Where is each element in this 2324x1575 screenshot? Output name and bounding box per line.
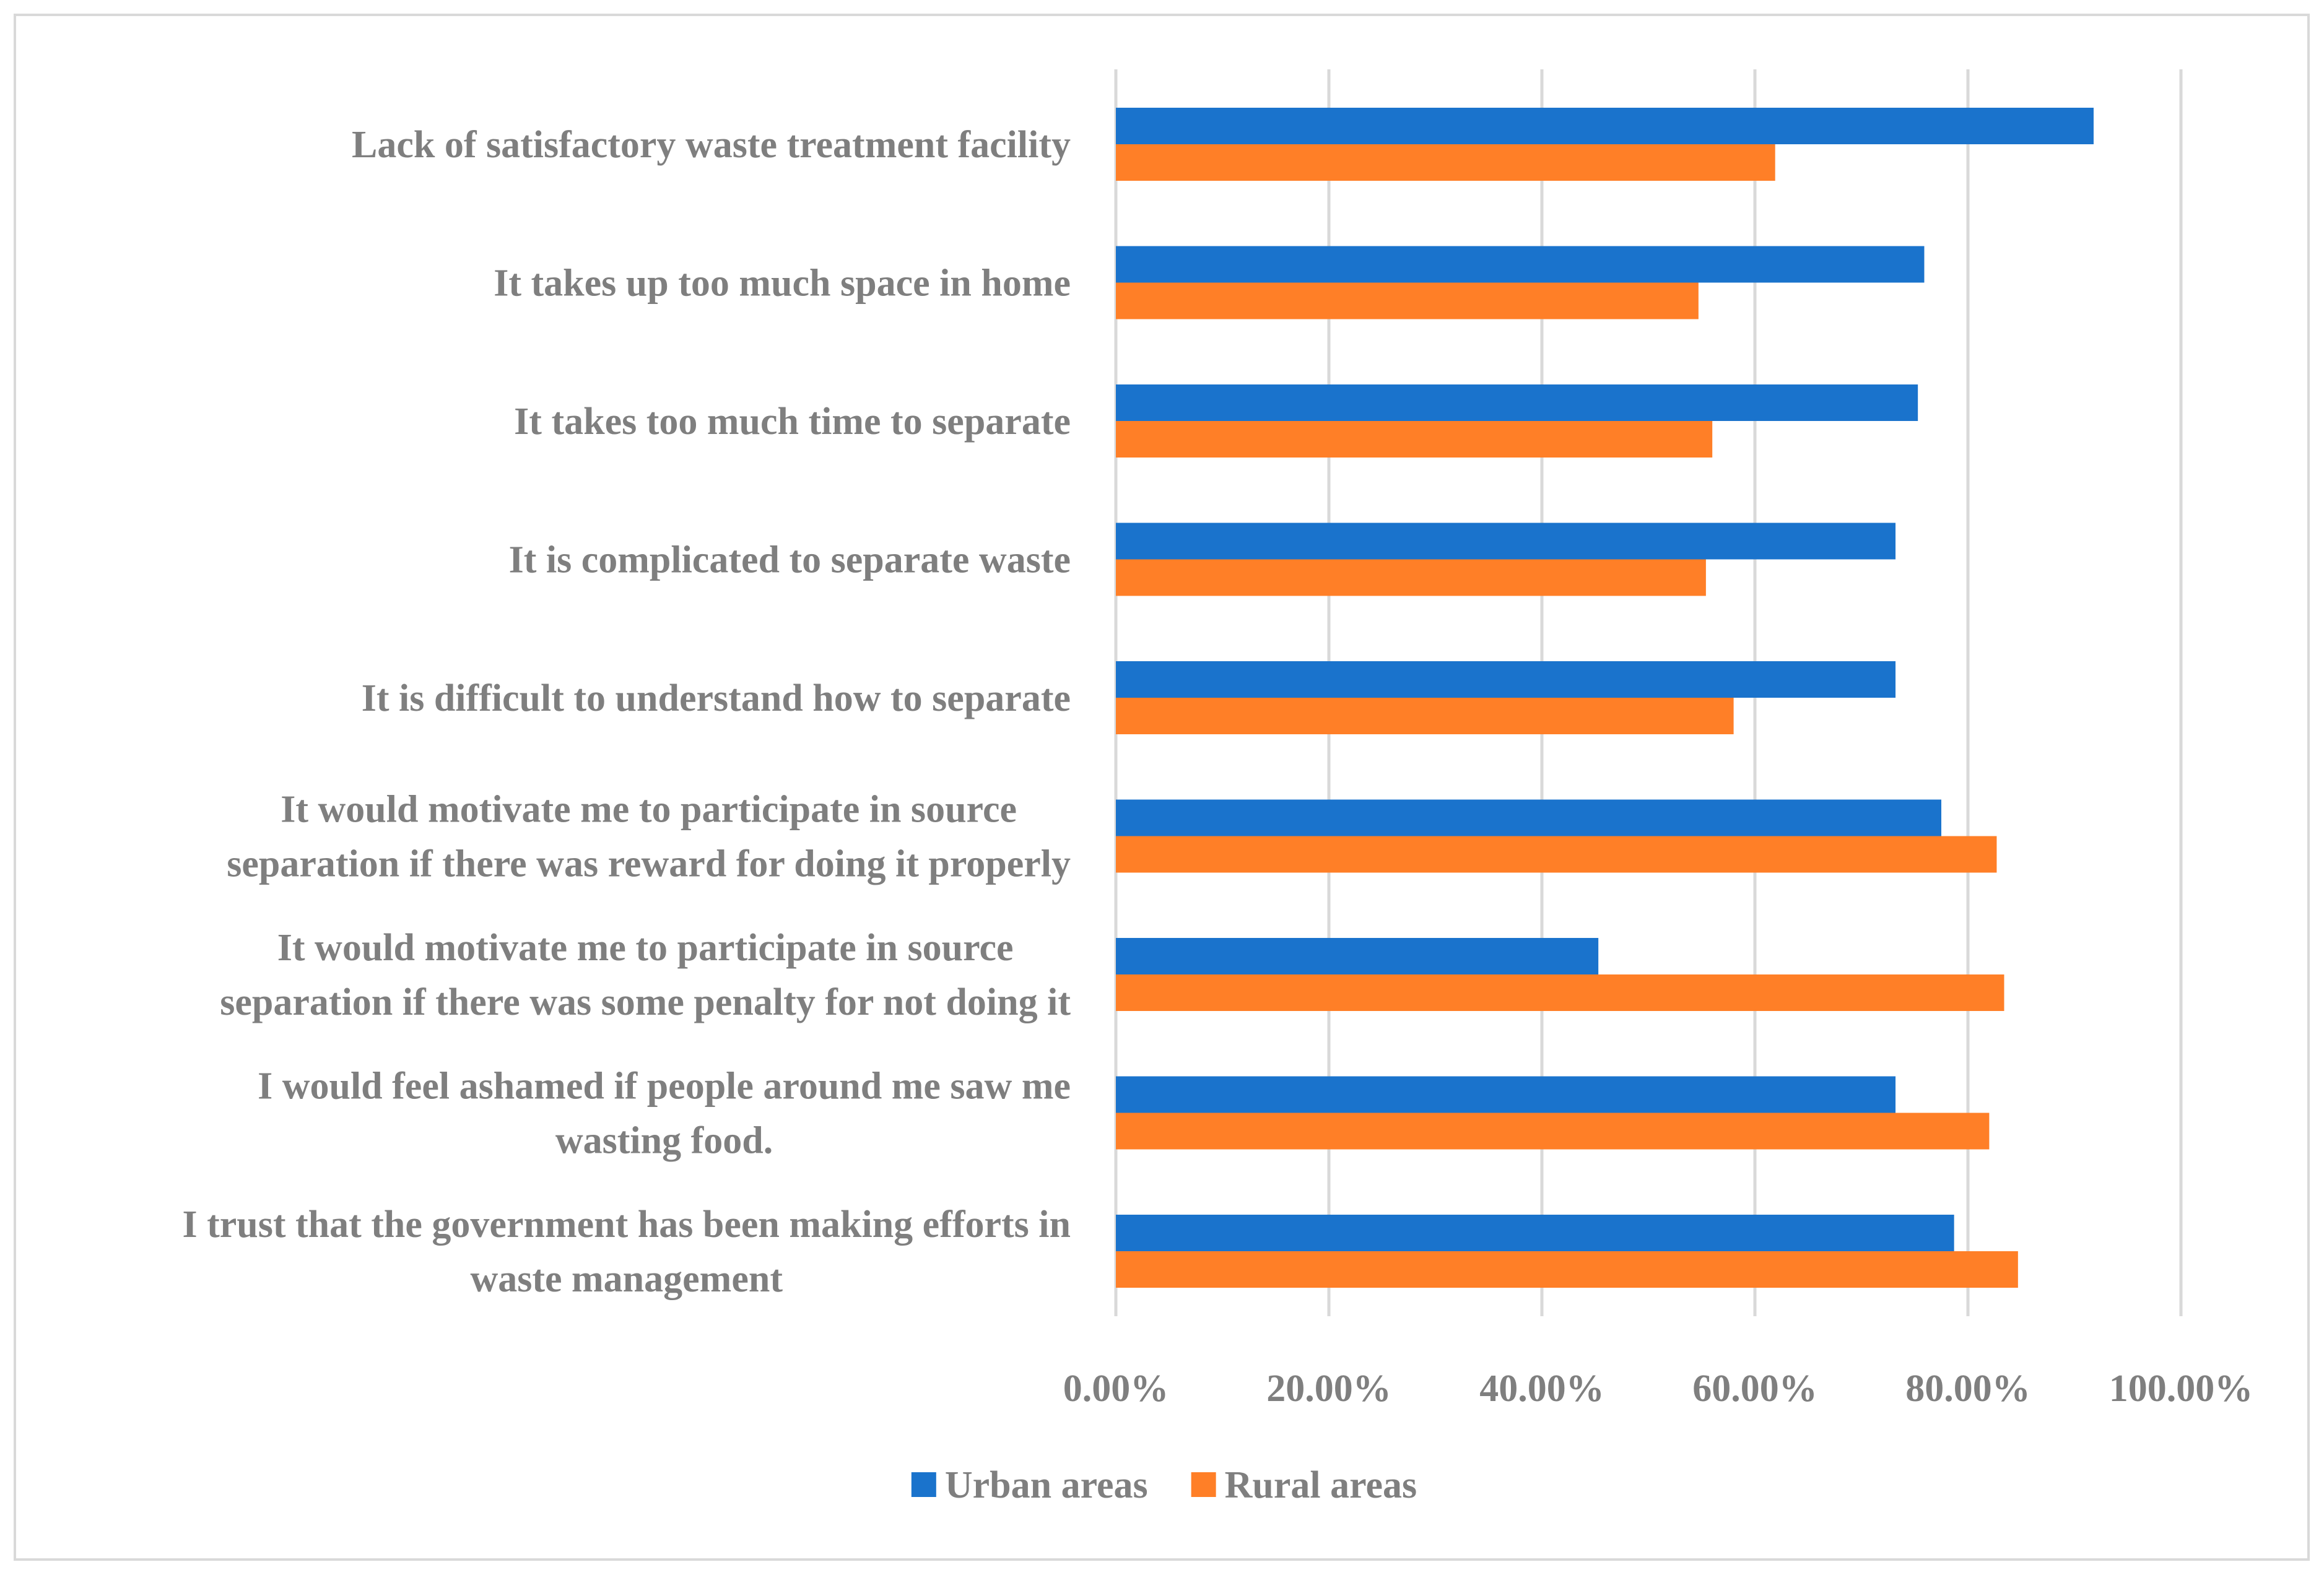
bar-rural-areas	[1116, 1251, 2018, 1288]
bar-urban-areas	[1116, 1076, 1896, 1113]
category-labels: Lack of satisfactory waste treatment fac…	[182, 124, 1071, 1300]
legend-label: Rural areas	[1225, 1464, 1417, 1506]
legend-swatch	[1191, 1472, 1216, 1497]
x-tick-label: 60.00%	[1692, 1368, 1817, 1410]
x-tick-label: 100.00%	[2109, 1368, 2253, 1410]
category-label-line: It is complicated to separate waste	[509, 539, 1071, 581]
bar-rural-areas	[1116, 559, 1706, 596]
category-label-line: waste management	[470, 1258, 783, 1300]
bar-rural-areas	[1116, 421, 1713, 458]
bar-urban-areas	[1116, 661, 1896, 698]
x-tick-label: 20.00%	[1266, 1368, 1391, 1410]
bar-rural-areas	[1116, 1113, 1990, 1150]
category-label: I trust that the government has been mak…	[182, 1204, 1071, 1300]
bars	[1116, 108, 2094, 1288]
category-label: It would motivate me to participate in s…	[220, 927, 1071, 1023]
bar-urban-areas	[1116, 246, 1925, 283]
bar-urban-areas	[1116, 384, 1918, 421]
category-label: It is difficult to understand how to sep…	[362, 677, 1071, 719]
x-tick-label: 80.00%	[1905, 1368, 2030, 1410]
x-axis-tick-labels: 0.00% 20.00% 40.00% 60.00% 80.00% 100.00%	[1063, 1368, 2253, 1410]
bar-rural-areas	[1116, 974, 2004, 1011]
legend-swatch	[911, 1472, 936, 1497]
category-label: It takes up too much space in home	[494, 262, 1071, 305]
category-label-line: I would feel ashamed if people around me…	[258, 1065, 1071, 1108]
category-label-line: wasting food.	[555, 1120, 773, 1162]
bar-rural-areas	[1116, 698, 1734, 734]
category-label: It is complicated to separate waste	[509, 539, 1071, 581]
legend-label: Urban areas	[945, 1464, 1148, 1506]
category-label-line: It is difficult to understand how to sep…	[362, 677, 1071, 719]
bar-rural-areas	[1116, 282, 1699, 319]
category-label-line: It takes too much time to separate	[514, 401, 1071, 443]
category-label-line: It takes up too much space in home	[494, 262, 1071, 305]
legend: Urban areas Rural areas	[911, 1464, 1417, 1506]
bar-urban-areas	[1116, 523, 1896, 560]
category-label-line: Lack of satisfactory waste treatment fac…	[352, 124, 1071, 166]
category-label-line: separation if there was reward for doing…	[227, 843, 1071, 885]
category-label: I would feel ashamed if people around me…	[258, 1065, 1071, 1162]
category-label: It would motivate me to participate in s…	[227, 789, 1071, 885]
bar-urban-areas	[1116, 108, 2094, 144]
chart-frame: Lack of satisfactory waste treatment fac…	[14, 14, 2310, 1561]
bar-urban-areas	[1116, 1215, 1954, 1251]
bar-rural-areas	[1116, 144, 1775, 181]
category-label-line: separation if there was some penalty for…	[220, 981, 1071, 1023]
bar-rural-areas	[1116, 836, 1997, 873]
x-tick-label: 0.00%	[1063, 1368, 1169, 1410]
category-label: It takes too much time to separate	[514, 401, 1071, 443]
bar-urban-areas	[1116, 799, 1941, 836]
category-label: Lack of satisfactory waste treatment fac…	[352, 124, 1071, 166]
x-tick-label: 40.00%	[1479, 1368, 1604, 1410]
bar-urban-areas	[1116, 938, 1599, 974]
category-label-line: I trust that the government has been mak…	[182, 1204, 1071, 1246]
bar-chart: Lack of satisfactory waste treatment fac…	[182, 69, 2253, 1506]
category-label-line: It would motivate me to participate in s…	[277, 927, 1014, 969]
category-label-line: It would motivate me to participate in s…	[281, 789, 1017, 831]
